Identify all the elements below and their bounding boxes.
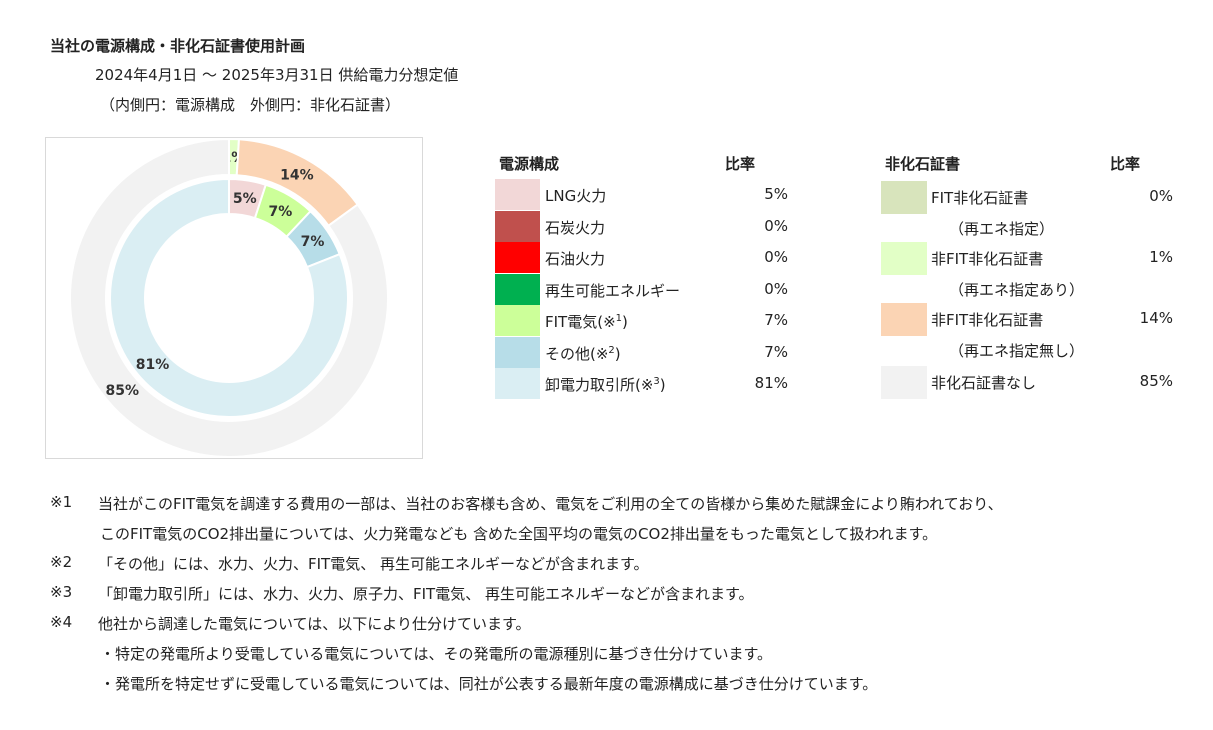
legend-value: 0% [764,248,788,266]
footnote-ref: 2 [608,344,615,356]
legend-swatch [495,210,540,242]
ring-explanation: （内側円：電源構成 外側円：非化石証書） [100,96,401,114]
footnote-ref: 3 [653,376,660,387]
legend-swatch [881,366,927,399]
legend-value: 14% [1139,309,1173,327]
legend-label: 非FIT非化石証書 [931,311,1044,329]
footnote-text: 他社から調達した電気については、以下により仕分けています。 [98,615,531,633]
legend-swatch [495,336,540,368]
data-label-outer-2: 14% [280,167,314,183]
legend-value: 85% [1139,372,1173,390]
legend-header-certificate: 非化石証書 [885,155,961,173]
footnote-text: 「その他」には、水力、火力、FIT電気、 再生可能エネルギーなどが含まれます。 [98,555,649,573]
legend-row-source: 石油火力 0% [495,242,795,273]
legend-swatch [881,242,927,275]
donut-slice-outer-3 [69,138,389,458]
legend-swatch [881,303,927,336]
footnote-ref: 1 [615,313,623,324]
legend-swatch [881,181,927,214]
legend-swatch [495,368,540,399]
footnote-mark: ※3 [50,583,73,601]
legend-label: 非化石証書なし [931,374,1037,392]
legend-value: 1% [1149,248,1173,266]
legend-row-source: FIT電気(※1) 7% [495,305,795,336]
legend-sublabel: （再エネ指定無し） [949,342,1085,360]
legend-row-certificate: FIT非化石証書 0% （再エネ指定） [881,181,1181,238]
footnote-text: ・特定の発電所より受電している電気については、その発電所の電源種別に基づき仕分け… [100,645,773,663]
legend-label: 再生可能エネルギー [545,281,681,300]
legend-row-certificate: 非化石証書なし 85% [881,366,1181,399]
legend-header-ratio: 比率 [1110,155,1141,173]
legend-label: 非FIT非化石証書 [931,250,1044,268]
period-subtitle: 2024年4月1日 ～ 2025年3月31日 供給電力分想定値 [95,66,459,84]
legend-value: 81% [754,374,788,392]
data-label-inner-6: 81% [136,357,170,373]
legend-value: 7% [764,311,788,329]
data-label-inner-4: 7% [269,204,293,220]
legend-label: その他(※2) [545,344,621,363]
legend-sublabel: （再エネ指定あり） [949,281,1085,299]
legend-sublabel: （再エネ指定） [949,220,1055,238]
legend-swatch [495,305,540,336]
legend-row-source: 石炭火力 0% [495,210,795,242]
footnote-text: ・発電所を特定せずに受電している電気については、同社が公表する最新年度の電源構成… [100,675,878,693]
legend-label: 石炭火力 [545,218,606,237]
legend-label: FIT非化石証書 [931,189,1029,207]
legend-label: FIT電気(※1) [545,313,628,331]
legend-header-ratio: 比率 [725,155,756,173]
certificate-legend: 非化石証書 比率 FIT非化石証書 0% （再エネ指定） 非FIT非化石証書 1% （再エ… [881,153,1181,403]
legend-row-source: 再生可能エネルギー 0% [495,273,795,305]
footnote-mark: ※4 [50,613,73,631]
donut-chart-area: 5% 7% 7% 81% 1% 14% 85% [45,137,423,459]
legend-value: 5% [764,185,788,203]
data-label-inner-5: 7% [301,234,325,250]
legend-value: 0% [1149,187,1173,205]
footnote-mark: ※2 [50,553,73,571]
donut-slice-inner-6 [109,177,349,418]
legend-label: 卸電力取引所(※3) [545,376,666,394]
legend-swatch [495,273,540,305]
legend-swatch [495,179,540,210]
data-label-outer-3: 85% [106,383,140,399]
legend-row-certificate: 非FIT非化石証書 14% （再エネ指定無し） [881,303,1181,360]
donut-chart: 5%7%7%81%1%14%85% [69,138,389,458]
power-source-legend: 電源構成 比率 LNG火力 5% 石炭火力 0% 石油火力 0% 再生可能エネルギー 0% FI… [495,153,795,403]
footnote-text: 当社がこのFIT電気を調達する費用の一部は、当社のお客様も含め、電気をご利用の全… [98,495,1003,513]
chart-title: 当社の電源構成・非化石証書使用計画 [50,37,306,55]
legend-label: LNG火力 [545,187,607,205]
legend-value: 0% [764,216,788,235]
legend-value: 0% [764,279,788,298]
legend-row-source: LNG火力 5% [495,179,795,210]
legend-row-source: その他(※2) 7% [495,336,795,368]
legend-row-certificate: 非FIT非化石証書 1% （再エネ指定あり） [881,242,1181,299]
legend-value: 7% [764,342,788,361]
legend-swatch [495,242,540,273]
legend-label: 石油火力 [545,250,606,268]
data-label-inner-0: 5% [233,191,257,207]
legend-row-source: 卸電力取引所(※3) 81% [495,368,795,399]
legend-header-source: 電源構成 [499,155,560,173]
footnote-mark: ※1 [50,493,73,511]
footnote-text: このFIT電気のCO2排出量については、火力発電なども 含めた全国平均の電気のC… [100,525,938,543]
footnote-text: 「卸電力取引所」には、水力、火力、原子力、FIT電気、 再生可能エネルギーなどが… [98,585,754,603]
